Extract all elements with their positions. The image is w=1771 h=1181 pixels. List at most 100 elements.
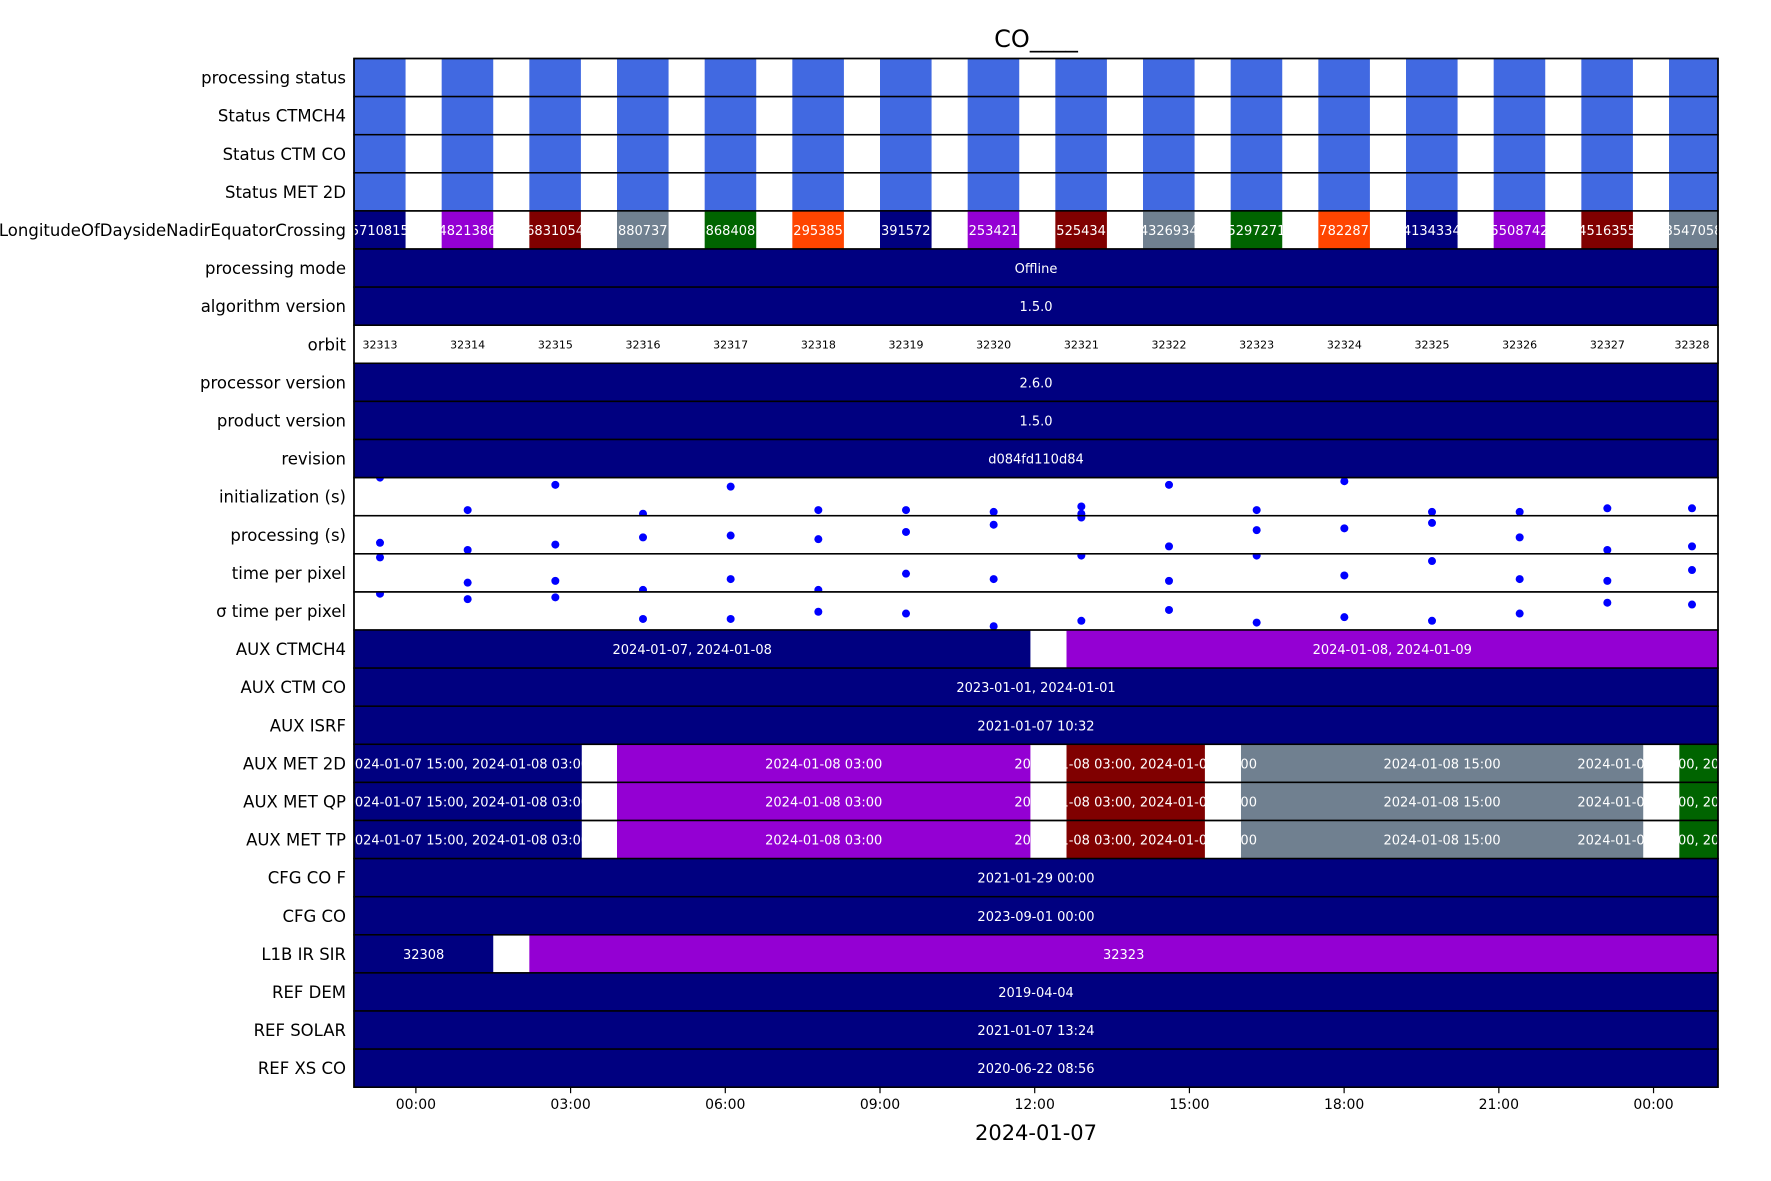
status-bar: [529, 96, 581, 135]
scatter-point: [989, 507, 998, 516]
row-content: 2024-01-07 15:00, 2024-01-08 03:00 2024-0…: [354, 744, 1718, 783]
status-bar: [967, 96, 1020, 135]
row-content: [354, 58, 1718, 97]
longitude-label: 5710815: [351, 224, 409, 239]
scatter-point: [1603, 576, 1612, 585]
status-bar: [441, 172, 494, 211]
span-label: 2024-01-07 15:00, 2024-01-08 03:00: [347, 795, 590, 810]
span-bar: [1240, 782, 1644, 821]
scatter-point: [814, 506, 823, 515]
row-16: AUX CTM CO 2023-01-01, 2024-01-01: [240, 667, 1719, 707]
status-bar: [1230, 172, 1283, 211]
scatter-point: [1515, 609, 1524, 618]
scatter-point: [726, 482, 735, 491]
row-label: L1B IR SIR: [261, 945, 346, 964]
x-axis: 00:00 03:00 06:00 09:00 12:00 15:00 18:00 21:00…: [353, 57, 1719, 1113]
longitude-label: 5508742: [1491, 224, 1549, 239]
status-bar: [1581, 134, 1633, 173]
scatter-point: [1077, 616, 1086, 625]
row-11: initialization (s): [219, 476, 1719, 517]
span-bar: [1679, 744, 1718, 783]
row-content: [376, 591, 1696, 631]
row-2: Status CTM CO: [223, 133, 1719, 174]
scatter-point: [1603, 598, 1612, 607]
status-bar: [354, 134, 406, 173]
row-content: 1.5.0: [354, 401, 1718, 440]
scatter-point: [376, 477, 384, 482]
row-content: [354, 172, 1718, 211]
scatter-point: [814, 535, 823, 544]
status-bar: [1055, 134, 1107, 173]
row-10: revision d084fd110d84: [281, 438, 1719, 479]
status-bar: [880, 96, 932, 135]
row-frame: [353, 553, 1719, 593]
row-label: AUX MET TP: [246, 831, 346, 850]
row-content: 2023-01-01, 2024-01-01: [354, 668, 1718, 707]
status-bar: [704, 134, 757, 173]
span-bar: [354, 363, 1718, 402]
row-content: 32308 32323: [354, 934, 1718, 973]
longitude-label: 8547058: [1665, 224, 1723, 239]
row-19: AUX MET QP 2024-01-07 15:00, 2024-01-08 0…: [243, 781, 1719, 822]
status-bar: [354, 58, 406, 97]
status-bar: [617, 134, 669, 173]
status-bar: [441, 58, 494, 97]
scatter-point: [1688, 542, 1696, 551]
status-bar: [1230, 134, 1283, 173]
span-label: 2024-01-08 03:00: [765, 757, 882, 772]
scatter-point: [1688, 566, 1696, 575]
status-bar: [1581, 172, 1633, 211]
row-content: 2.6.0: [354, 363, 1718, 402]
plot-frame: [353, 57, 1719, 1088]
status-bar: [880, 172, 932, 211]
row-label: LongitudeOfDaysideNadirEquatorCrossing: [0, 221, 346, 240]
status-bar: [1143, 134, 1195, 173]
orbit-label: 32328: [1675, 338, 1710, 351]
row-23: L1B IR SIR 32308 32323: [261, 934, 1719, 974]
row-label: REF SOLAR: [254, 1021, 346, 1040]
row-label: time per pixel: [232, 564, 346, 583]
longitude-label: 868408: [706, 224, 756, 239]
row-label: processing (s): [230, 526, 346, 545]
scatter-point: [989, 520, 998, 529]
longitude-label: 6831054: [526, 224, 584, 239]
status-bar: [1318, 134, 1370, 173]
longitude-bar: [354, 210, 406, 249]
span-label: 1.5.0: [1019, 300, 1052, 315]
span-bar: [354, 972, 1718, 1011]
span-label: 2024-01-08 15:00: [1384, 757, 1501, 772]
row-label: AUX CTMCH4: [236, 640, 346, 659]
span-bar: [354, 934, 494, 973]
x-axis-label: 2024-01-07: [975, 1121, 1097, 1145]
x-tick-label: 15:00: [1169, 1097, 1209, 1113]
span-label: Offline: [1015, 262, 1058, 277]
span-label: 2024-01-08 15:00: [1384, 795, 1501, 810]
row-24: REF DEM 2019-04-04: [272, 972, 1719, 1012]
longitude-bar: [880, 210, 932, 249]
longitude-bar: [704, 210, 757, 249]
x-tick-label: 03:00: [550, 1097, 590, 1113]
status-bar: [617, 58, 669, 97]
status-bar: [967, 58, 1020, 97]
scatter-point: [1603, 504, 1612, 513]
status-bar: [1318, 58, 1370, 97]
longitude-label: 525434: [1056, 224, 1106, 239]
span-label: d084fd110d84: [988, 453, 1084, 468]
span-bar: [354, 858, 1718, 897]
row-content: 2019-04-04: [354, 972, 1718, 1011]
scatter-point: [1603, 545, 1612, 554]
status-bar: [704, 172, 757, 211]
orbit-label: 32319: [889, 338, 924, 351]
span-label: 2024-01-07 15:00, 2024-01-08 03:00: [347, 834, 590, 849]
span-bar: [617, 782, 1031, 821]
scatter-point: [1077, 515, 1086, 522]
row-content: Offline: [354, 249, 1718, 288]
scatter-point: [814, 585, 823, 592]
status-bar: [1406, 96, 1458, 135]
scatter-point: [1077, 553, 1086, 560]
x-tick-label: 00:00: [1633, 1097, 1673, 1113]
scatter-point: [376, 538, 384, 547]
status-bar: [1318, 172, 1370, 211]
x-tick-label: 12:00: [1015, 1097, 1055, 1113]
scatter-point: [1252, 506, 1261, 515]
